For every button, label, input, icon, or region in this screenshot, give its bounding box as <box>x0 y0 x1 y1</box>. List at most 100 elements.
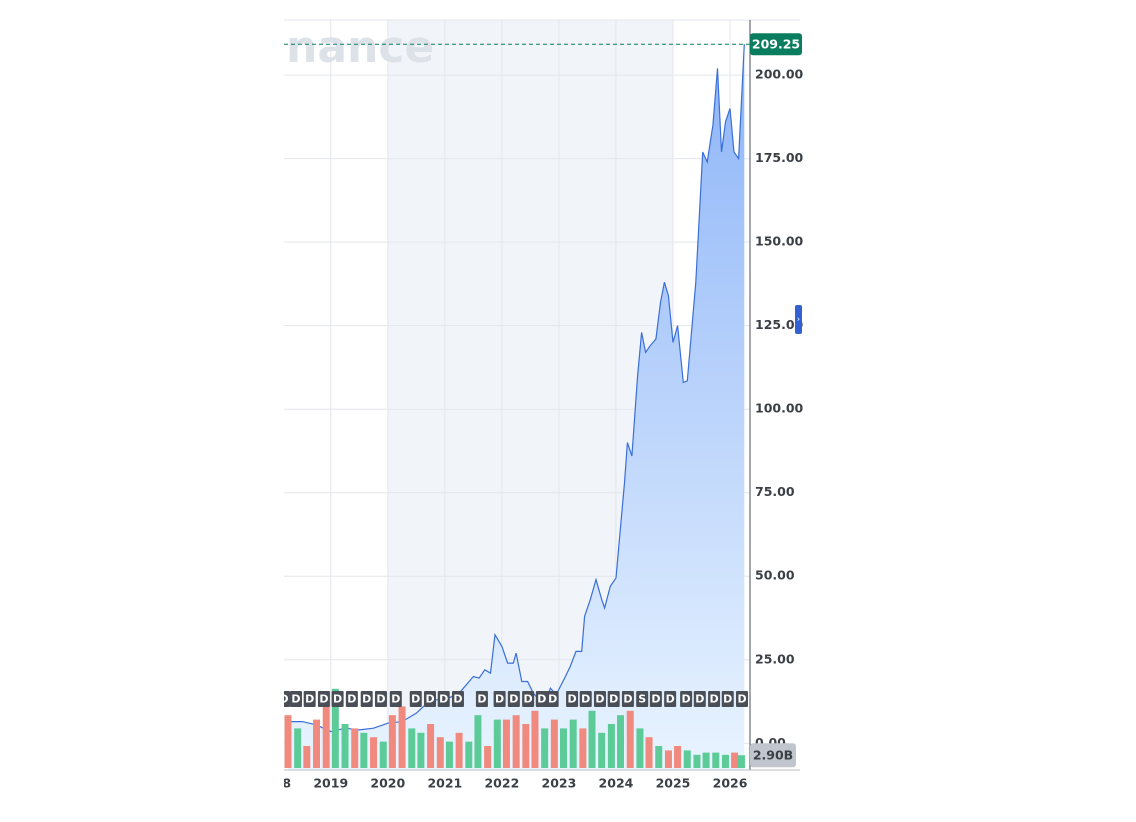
event-marker <box>493 691 506 707</box>
volume-bar <box>512 715 520 768</box>
volume-bar <box>559 728 567 768</box>
event-label: D <box>319 693 328 706</box>
event-label: D <box>411 693 420 706</box>
event-marker <box>546 691 559 707</box>
volume-bar <box>360 732 368 768</box>
event-label: D <box>291 693 300 706</box>
x-tick-label: 2023 <box>542 776 577 791</box>
event-marker <box>409 691 422 707</box>
x-tick-label: 2019 <box>313 776 348 791</box>
event-marker <box>437 691 450 707</box>
event-marker <box>424 691 437 707</box>
volume-bar <box>351 728 359 768</box>
event-marker <box>736 691 749 707</box>
event-label: D <box>391 693 400 706</box>
event-label: D <box>623 693 632 706</box>
event-marker <box>636 691 649 707</box>
volume-bar <box>664 750 672 768</box>
volume-bar <box>484 746 492 768</box>
event-label: D <box>548 693 557 706</box>
volume-bar <box>655 746 663 768</box>
event-marker <box>664 691 677 707</box>
event-label: D <box>376 693 385 706</box>
volume-bar <box>569 719 577 768</box>
volume-bar <box>626 710 634 768</box>
volume-bar <box>588 710 596 768</box>
event-label: S <box>638 693 646 706</box>
volume-bar <box>502 719 510 768</box>
x-tick-label: 2021 <box>427 776 462 791</box>
volume-bar <box>731 752 739 768</box>
y-tick-label: 50.00 <box>755 568 795 583</box>
volume-bar <box>522 724 530 768</box>
side-tab[interactable] <box>795 305 802 334</box>
event-marker <box>708 691 721 707</box>
volume-bar <box>474 715 482 768</box>
event-marker <box>566 691 579 707</box>
volume-bar <box>313 719 321 768</box>
y-tick-label: 100.00 <box>755 401 804 416</box>
event-label: D <box>279 693 288 706</box>
event-marker <box>303 691 316 707</box>
event-label: D <box>453 693 462 706</box>
last-price-box <box>750 33 802 56</box>
y-tick-label: 125.00 <box>755 317 804 332</box>
event-label: D <box>362 693 371 706</box>
x-tick-label: 2020 <box>370 776 405 791</box>
volume-bar <box>550 719 558 768</box>
volume-bar <box>427 724 435 768</box>
event-marker <box>680 691 693 707</box>
volume-bar <box>398 706 406 768</box>
event-marker <box>374 691 387 707</box>
x-tick-label: 2026 <box>713 776 748 791</box>
volume-bar <box>455 732 463 768</box>
event-label: D <box>723 693 732 706</box>
event-label: D <box>495 693 504 706</box>
event-marker <box>317 691 330 707</box>
volume-bar <box>331 688 339 768</box>
volume-bar <box>370 737 378 768</box>
event-marker <box>345 691 358 707</box>
last-volume-label: 2.90B <box>753 748 793 763</box>
event-marker <box>389 691 402 707</box>
volume-bar <box>674 746 682 768</box>
event-marker <box>284 691 290 707</box>
event-label: D <box>737 693 746 706</box>
event-label: D <box>509 693 518 706</box>
event-marker <box>593 691 606 707</box>
event-marker <box>360 691 373 707</box>
y-tick-label: 75.00 <box>755 484 795 499</box>
volume-bar <box>493 719 501 768</box>
volume-bar <box>737 755 745 768</box>
event-label: D <box>537 693 546 706</box>
side-tab-arrow: › <box>797 315 800 324</box>
volume-bar <box>408 728 416 768</box>
event-label: D <box>682 693 691 706</box>
volume-bar <box>683 750 691 768</box>
volume-bar <box>702 752 710 768</box>
event-marker <box>535 691 548 707</box>
event-label: D <box>666 693 675 706</box>
y-tick-label: 175.00 <box>755 150 804 165</box>
volume-bar <box>693 754 701 768</box>
volume-bar <box>636 728 644 768</box>
price-area <box>287 44 745 770</box>
volume-bar <box>617 715 625 768</box>
y-tick-label: 150.00 <box>755 234 804 249</box>
event-label: D <box>695 693 704 706</box>
event-marker <box>649 691 662 707</box>
event-label: D <box>347 693 356 706</box>
volume-bar <box>303 746 311 768</box>
event-label: D <box>651 693 660 706</box>
event-marker <box>331 691 344 707</box>
event-label: D <box>595 693 604 706</box>
volume-bar <box>294 728 302 768</box>
event-marker <box>693 691 706 707</box>
volume-bar <box>284 715 292 768</box>
volume-bar <box>322 702 330 768</box>
event-marker <box>475 691 488 707</box>
event-marker <box>621 691 634 707</box>
event-label: D <box>305 693 314 706</box>
